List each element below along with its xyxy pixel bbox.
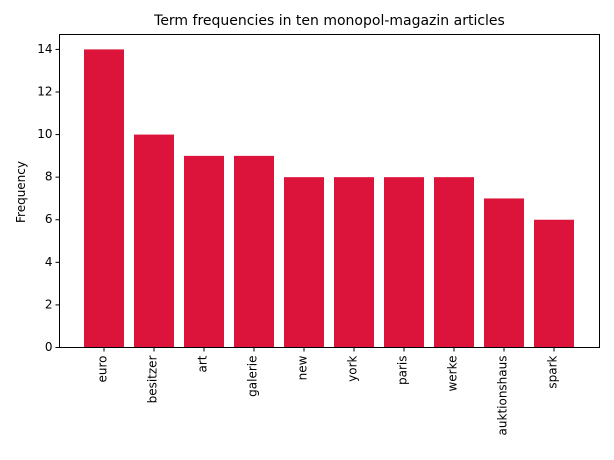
x-tick-label: besitzer xyxy=(146,355,160,403)
y-tick-label: 4 xyxy=(45,255,53,269)
bar-new xyxy=(284,177,324,348)
y-tick-label: 0 xyxy=(45,340,53,354)
bar-spark xyxy=(534,219,574,348)
plot-area-frame xyxy=(59,34,600,348)
bar-paris xyxy=(384,177,424,348)
bar-galerie xyxy=(234,155,274,348)
x-tick-label: euro xyxy=(96,356,110,383)
bar-auktionshaus xyxy=(484,198,524,348)
x-tick-label: werke xyxy=(446,356,460,392)
bar-york xyxy=(334,177,374,348)
bars-group xyxy=(84,49,574,348)
bar-besitzer xyxy=(134,134,174,348)
x-tick-label: art xyxy=(196,355,210,372)
bar-art xyxy=(184,155,224,348)
x-axis-ticks: euro besitzer art galerie new york paris werke a… xyxy=(96,347,560,436)
y-tick-label: 8 xyxy=(45,170,53,184)
bar-euro xyxy=(84,49,124,348)
x-tick-label: galerie xyxy=(246,356,260,397)
y-tick-label: 14 xyxy=(37,42,52,56)
x-tick-label: new xyxy=(296,355,310,380)
bar-werke xyxy=(434,177,474,348)
x-tick-label: paris xyxy=(396,356,410,386)
y-tick-label: 2 xyxy=(45,297,53,311)
y-tick-label: 6 xyxy=(45,212,53,226)
y-axis-ticks: 0 2 4 6 8 10 12 14 xyxy=(37,42,60,354)
y-tick-label: 10 xyxy=(37,127,52,141)
x-tick-label: spark xyxy=(546,355,560,388)
chart-title: Term frequencies in ten monopol-magazin … xyxy=(153,13,505,29)
y-tick-label: 12 xyxy=(37,84,52,98)
x-tick-label: auktionshaus xyxy=(496,356,510,436)
y-axis-label: Frequency xyxy=(14,161,28,223)
x-tick-label: york xyxy=(346,355,360,381)
